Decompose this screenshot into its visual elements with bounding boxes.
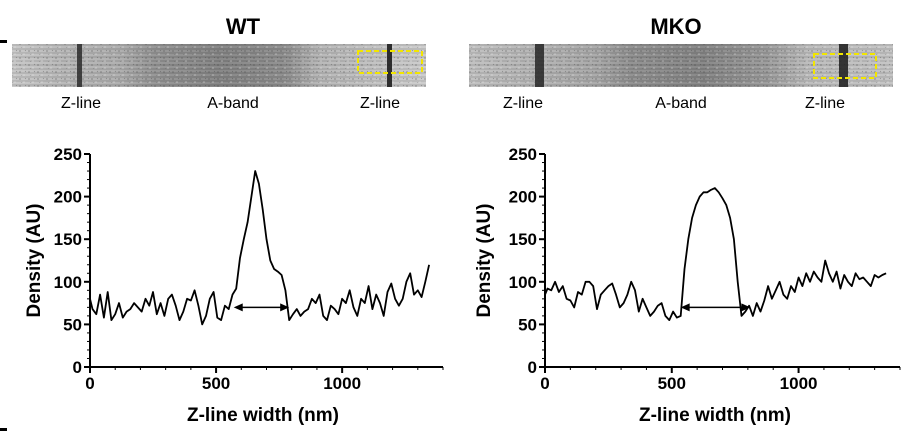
image-label-mko-zline-right: Z-line: [805, 95, 845, 112]
y-tick-label-wt: 0: [73, 358, 82, 377]
z-line-band-wt-left: [77, 44, 82, 87]
y-tick-label-wt: 200: [54, 188, 82, 207]
y-tick-label-mko: 0: [528, 358, 537, 377]
micrograph-mko: [469, 44, 893, 87]
y-tick-label-wt: 100: [54, 273, 82, 292]
width-arrow-wt: [233, 303, 290, 312]
corner-mark-top: [0, 40, 7, 43]
micrograph-wt: [12, 44, 426, 87]
x-axis-label-mko: Z-line width (nm): [639, 405, 791, 426]
image-label-wt-zline-left: Z-line: [61, 95, 101, 112]
width-arrow-mko: [680, 303, 751, 312]
panel-title-mko: MKO: [650, 14, 701, 39]
roi-box-wt: [357, 50, 423, 74]
z-line-band-mko-right: [839, 44, 848, 87]
x-tick-label-wt: 500: [202, 374, 230, 393]
y-tick-label-wt: 250: [54, 145, 82, 164]
y-tick-label-wt: 150: [54, 230, 82, 249]
y-tick-label-mko: 50: [518, 315, 537, 334]
image-label-wt-aband: A-band: [207, 95, 259, 112]
x-axis-label-wt: Z-line width (nm): [187, 405, 339, 426]
y-tick-label-mko: 200: [509, 188, 537, 207]
panel-wt: WT Z-line A-band Z-line 0501001502002500…: [12, 14, 444, 426]
x-tick-label-mko: 0: [540, 374, 549, 393]
z-line-band-wt-right: [387, 44, 392, 87]
y-tick-label-mko: 250: [509, 145, 537, 164]
image-label-wt-zline-right: Z-line: [360, 95, 400, 112]
x-tick-label-wt: 1000: [323, 374, 361, 393]
y-tick-label-mko: 100: [509, 273, 537, 292]
z-line-band-mko-left: [535, 44, 544, 87]
corner-mark-bottom: [0, 428, 7, 431]
panel-title-wt: WT: [226, 14, 261, 39]
panel-mko: MKO Z-line A-band Z-line 0 50 100 150 200 250…: [469, 14, 901, 426]
x-tick-label-mko: 500: [658, 374, 686, 393]
y-tick-label-wt: 50: [63, 315, 82, 334]
y-axis-label-mko: Density (AU): [474, 203, 495, 317]
series-line-mko: [544, 187, 887, 322]
roi-box-mko: [813, 53, 877, 79]
y-tick-label-mko: 150: [509, 230, 537, 249]
series-line-wt: [89, 170, 430, 326]
chart-mko: 0 50 100 150 200 250 0 500 1000 Z-line width (nm)…: [474, 145, 901, 426]
x-tick-label-wt: 0: [85, 374, 94, 393]
chart-wt: 0 50 100 150 200 250 0 500 1000 Z-line width (nm)…: [24, 145, 444, 426]
y-axis-label-wt: Density (AU): [24, 203, 45, 317]
image-label-mko-zline-left: Z-line: [503, 95, 543, 112]
x-tick-label-mko: 1000: [780, 374, 818, 393]
image-label-mko-aband: A-band: [655, 95, 707, 112]
